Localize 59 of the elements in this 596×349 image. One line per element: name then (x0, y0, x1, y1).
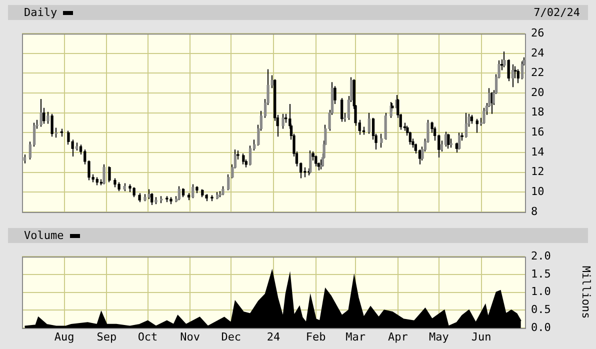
candlestick (458, 132, 461, 150)
y-tick-label: 12 (531, 165, 544, 178)
candlestick (304, 166, 306, 178)
x-tick-label: Sep (96, 330, 117, 344)
candlestick (148, 188, 150, 200)
candlestick (178, 186, 181, 201)
y-tick-label: 10 (531, 185, 544, 198)
candlestick (447, 133, 450, 150)
candlestick (334, 86, 336, 104)
y-tick-label: 26 (531, 26, 544, 40)
y-tick-label: 24 (531, 46, 545, 60)
chart-title: Volume (24, 229, 64, 242)
x-tick-label: 24 (266, 330, 280, 344)
candlestick (444, 131, 448, 148)
candlestick (50, 113, 54, 138)
y-tick-label: 1.0 (531, 285, 551, 298)
candlestick (102, 164, 106, 185)
y-axis-title: Millions (580, 266, 593, 319)
candlestick (464, 112, 468, 138)
x-tick-label: Oct (138, 330, 158, 344)
candlestick (482, 107, 486, 124)
candlestick (516, 68, 520, 84)
y-tick-label: 20 (531, 86, 544, 99)
candlestick (507, 58, 510, 82)
candlestick (511, 64, 514, 88)
y-tick-label: 22 (531, 66, 544, 80)
candlestick (150, 192, 154, 206)
y-tick-label: 14 (531, 145, 545, 158)
y-tick-label: 16 (531, 126, 544, 139)
x-tick-label: May (428, 330, 450, 344)
candlestick (314, 155, 318, 167)
candlestick (132, 186, 136, 198)
y-tick-label: 1.5 (531, 267, 551, 280)
x-tick-label: Apr (388, 330, 408, 344)
candlestick (248, 145, 252, 166)
x-tick-label: Mar (346, 330, 366, 344)
x-tick-label: Dec (221, 330, 242, 344)
y-tick-label: 18 (531, 106, 544, 119)
candlestick (192, 184, 194, 199)
candlestick (67, 130, 70, 146)
y-tick-label: 0.0 (531, 320, 551, 334)
y-tick-label: 0.5 (531, 303, 551, 316)
candlestick (242, 153, 245, 165)
candlestick (384, 112, 387, 140)
y-tick-label: 8 (531, 204, 538, 218)
x-tick-label: Jun (471, 330, 492, 344)
x-tick-label: Aug (54, 330, 74, 344)
chart-title: Daily (24, 6, 58, 19)
candlestick (476, 118, 478, 134)
text: 7/02/24 (534, 5, 580, 20)
candlestick (40, 98, 42, 128)
candlestick (340, 98, 344, 122)
candlestick (42, 107, 46, 124)
x-tick-label: Feb (306, 330, 326, 344)
candlestick (282, 113, 284, 130)
x-tick-label: Nov (180, 330, 200, 344)
y-tick-label: 2.0 (531, 249, 551, 262)
candlestick (368, 112, 371, 134)
candlestick (108, 166, 111, 183)
